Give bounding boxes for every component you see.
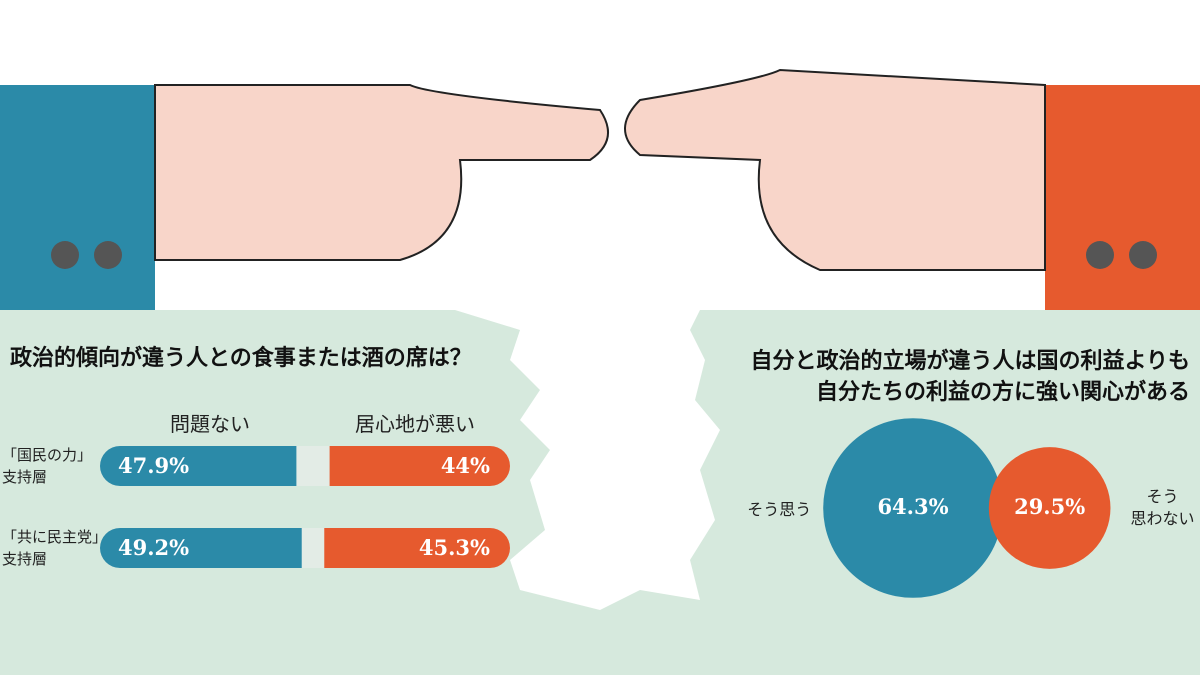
value-label: 44% <box>440 453 490 478</box>
category-label: そう 思わない <box>1130 487 1195 528</box>
category-label: そう思う <box>747 500 812 519</box>
bubble <box>823 418 1003 598</box>
value-label: 49.2% <box>118 535 190 560</box>
value-label: 45.3% <box>418 535 490 560</box>
category-label: 「国民の力」 支持層 <box>2 446 93 486</box>
button <box>51 241 79 269</box>
category-label: 「共に民主党」 支持層 <box>2 528 108 568</box>
button <box>94 241 122 269</box>
bar <box>324 528 510 568</box>
bubble <box>988 447 1111 569</box>
legend-entry: 居心地が悪い <box>355 412 475 436</box>
chart-title: 自分と政治的立場が違う人は国の利益よりも 自分たちの利益の方に強い関心がある <box>750 349 1190 405</box>
left-hand <box>154 84 609 261</box>
legend-entry: 問題ない <box>170 412 250 436</box>
value-label: 47.9% <box>118 453 190 478</box>
button <box>1129 241 1157 269</box>
bar <box>329 446 510 486</box>
right-hand <box>624 68 1046 271</box>
chart-title: 政治的傾向が違う人との食事または酒の席は？ <box>10 346 472 371</box>
button <box>1086 241 1114 269</box>
map-shape <box>455 310 720 610</box>
left-sleeve <box>0 85 155 310</box>
bar <box>100 528 302 568</box>
right-sleeve <box>1045 85 1200 310</box>
value-label: 29.5% <box>1014 494 1086 519</box>
bar <box>100 446 297 486</box>
value-label: 64.3% <box>877 494 949 519</box>
